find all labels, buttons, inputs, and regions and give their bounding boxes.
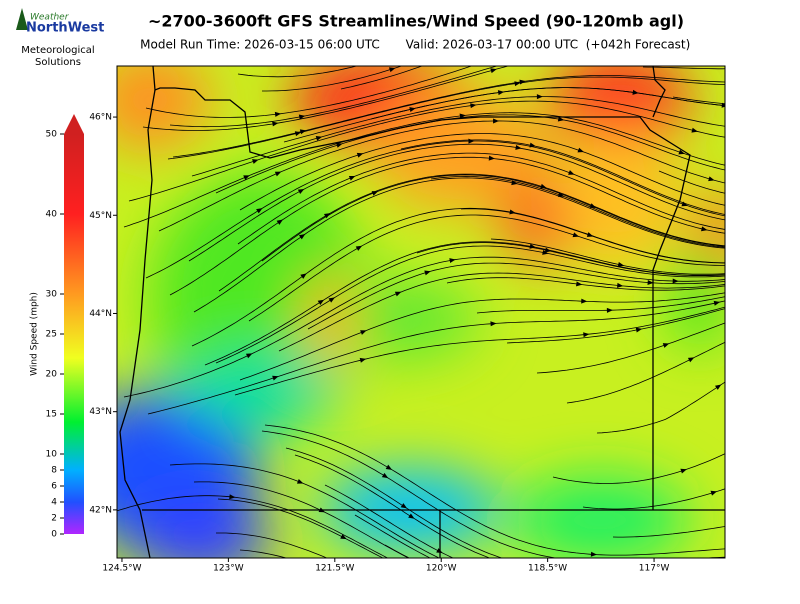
- x-tick-label: 124.5°W: [102, 564, 141, 574]
- streamline-arrow: [516, 56, 523, 62]
- colorbar-label: Wind Speed (mph): [30, 292, 40, 376]
- logo-brand: NorthWest: [26, 21, 104, 36]
- colorbar-tick-label: 8: [51, 466, 57, 476]
- streamline-arrow: [728, 260, 734, 265]
- logo-line: Solutions: [35, 57, 81, 68]
- streamline-arrow: [587, 559, 593, 564]
- colorbar-tick-label: 40: [46, 210, 58, 220]
- streamline: [148, 582, 153, 584]
- streamline-arrow: [469, 572, 476, 579]
- x-tick-label: 117°W: [639, 564, 670, 574]
- streamline-arrow: [492, 54, 499, 61]
- y-tick-label: 44°N: [89, 309, 112, 319]
- colorbar-scale: [64, 134, 84, 534]
- streamline: [214, 49, 376, 66]
- colorbar-tick-label: 20: [46, 370, 58, 380]
- streamline: [100, 40, 105, 42]
- model-run: Model Run Time: 2026-03-15 06:00 UTC: [140, 38, 380, 52]
- colorbar-tick-label: 15: [46, 410, 57, 420]
- colorbar-tick-label: 50: [46, 130, 58, 140]
- logo-line: Meteorological: [21, 45, 94, 56]
- streamline-arrow: [726, 246, 732, 251]
- colorbar: Wind Speed (mph) 0 2 4 6 8 10 15 20 25 30 40 50: [30, 114, 85, 540]
- streamline-arrow: [366, 59, 373, 65]
- colorbar-tick-label: 10: [46, 450, 58, 460]
- streamline-arrow: [612, 570, 618, 575]
- y-tick-label: 42°N: [89, 505, 112, 515]
- valid-time: Valid: 2026-03-17 00:00 UTC (+042h Forec…: [406, 38, 691, 52]
- x-tick-label: 121.5°W: [315, 564, 354, 574]
- x-tick-label: 120°W: [426, 564, 457, 574]
- x-tick-label: 123°W: [213, 564, 244, 574]
- colorbar-tick-label: 2: [51, 514, 57, 524]
- streamline-arrow: [739, 82, 745, 87]
- colorbar-extend: [64, 114, 84, 134]
- logo: Weather NorthWest Meteorological Solutio…: [16, 8, 104, 68]
- colorbar-tick-label: 6: [51, 482, 57, 492]
- y-tick-label: 43°N: [89, 407, 112, 417]
- title: ~2700-3600ft GFS Streamlines/Wind Speed …: [148, 12, 684, 31]
- colorbar-tick-label: 25: [46, 330, 57, 340]
- y-tick-label: 45°N: [89, 211, 112, 221]
- colorbar-tick-label: 0: [51, 530, 57, 540]
- colorbar-tick-label: 30: [46, 290, 58, 300]
- wind-field: [60, 40, 750, 600]
- x-tick-label: 118.5°W: [528, 564, 567, 574]
- colorbar-tick-label: 4: [51, 498, 57, 508]
- y-tick-label: 46°N: [89, 113, 112, 123]
- streamline-arrow: [342, 55, 349, 61]
- streamline: [264, 567, 303, 576]
- map: 124.5°W 123°W 121.5°W 120°W 118.5°W 117°W 42°N…: [60, 40, 750, 600]
- streamline-arrow: [727, 218, 734, 224]
